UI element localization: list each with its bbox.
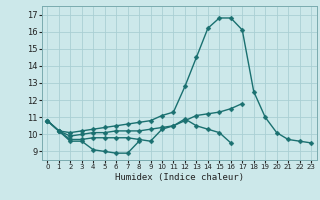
X-axis label: Humidex (Indice chaleur): Humidex (Indice chaleur) xyxy=(115,173,244,182)
